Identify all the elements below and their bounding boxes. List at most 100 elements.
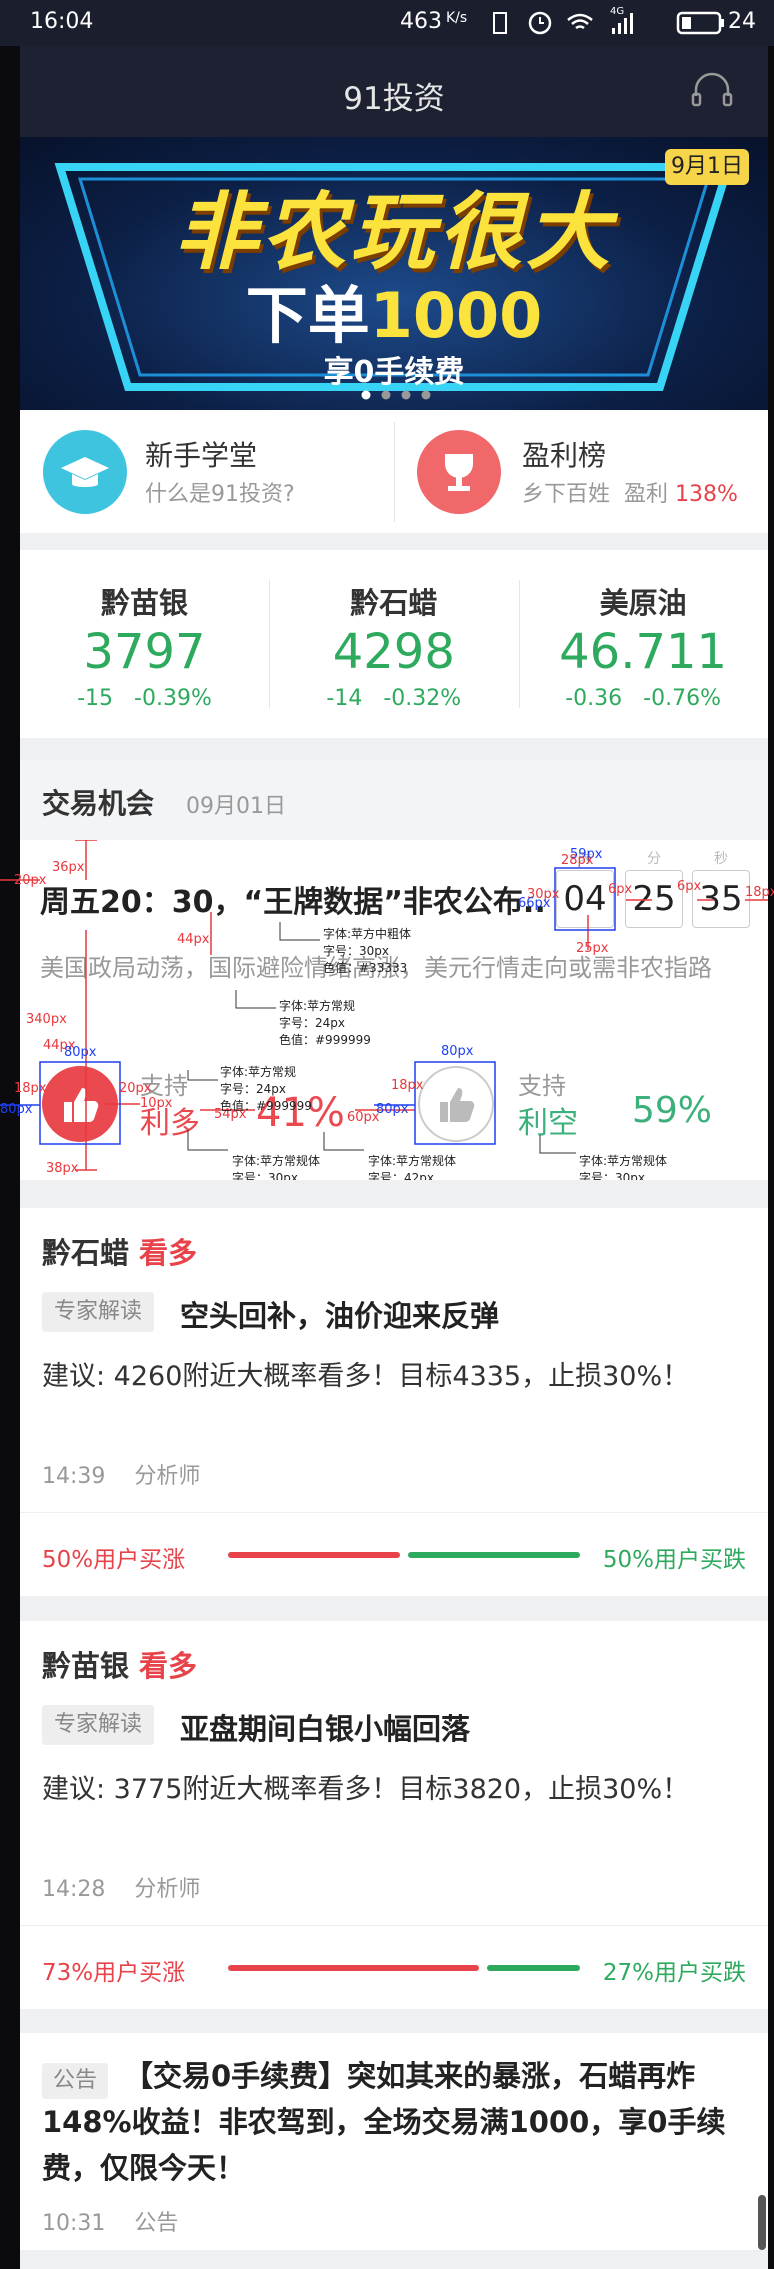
- dimension-label: 6px: [677, 879, 702, 894]
- spec-line: 字体:苹方常规: [220, 1065, 297, 1079]
- quotes-panel: 黔苗银 3797 -15 -0.39% 黔石蜡 4298 -14 -0.32% 美原油 46.…: [20, 550, 768, 738]
- dimension-label: 44px: [177, 932, 210, 947]
- buy-down-bar: [408, 1552, 580, 1558]
- notice-text: 【交易0手续费】突如其来的暴涨，石蜡再炸148%收益！非农驾到，全场交易满100…: [42, 2059, 726, 2185]
- notice-card[interactable]: 公告 【交易0手续费】突如其来的暴涨，石蜡再炸148%收益！非农驾到，全场交易满…: [20, 2033, 768, 2250]
- dimension-label: 38px: [46, 1161, 79, 1176]
- buy-up-bar: [228, 1552, 400, 1558]
- bear-percent: 59%: [632, 1090, 713, 1131]
- countdown-unit: 时: [578, 851, 592, 867]
- spec-line: 字体:苹方常规体: [579, 1154, 668, 1168]
- bear-stance: 利空: [518, 1106, 578, 1141]
- buy-up-bar: [228, 1965, 480, 1971]
- banner-headline: 非农玩很大: [173, 183, 614, 281]
- banner-offer-amount: 1000: [369, 279, 543, 352]
- spec-line: 字体:苹方中粗体: [323, 927, 412, 941]
- dimension-label: 18px: [391, 1078, 424, 1093]
- annotation-guides: [0, 840, 768, 1171]
- entry-row: 新手学堂 什么是91投资? 盈利榜 乡下百姓 盈利 138%: [20, 410, 768, 533]
- spec-note: 字体:苹方常规 字号：24px 色值：#999999: [220, 1064, 312, 1115]
- dimension-label: 80px: [376, 1102, 409, 1117]
- trade-headline: 亚盘期间白银小幅回落: [180, 1712, 471, 1746]
- quote-price: 3797: [83, 624, 206, 680]
- trade-card[interactable]: 黔石蜡 看多 专家解读 空头回补，油价迎来反弹 建议: 4260附近大概率看多！目…: [20, 1208, 768, 1596]
- net-speed: 463: [400, 9, 442, 34]
- trade-advice: 建议: 3775附近大概率看多！目标3820，止损30%！: [42, 1774, 690, 1805]
- banner-offer-prefix: 下单: [245, 279, 370, 352]
- trade-time: 14:39: [42, 1464, 106, 1489]
- spec-line: 色值：#999999: [220, 1099, 312, 1113]
- spec-line: 字体:苹方常规体: [368, 1154, 457, 1168]
- event-description: 美国政局动荡，国际避险情绪高涨，美元行情走向或需非农指路: [40, 954, 712, 982]
- battery-level: 24: [728, 9, 756, 34]
- countdown-minutes: 25: [625, 870, 683, 928]
- dimension-label: 25px: [576, 941, 609, 956]
- spec-line: 字号：24px: [279, 1016, 345, 1030]
- dimension-label: 18px: [745, 885, 774, 900]
- spec-line: 色值：#33333: [323, 961, 408, 975]
- support-button[interactable]: [690, 72, 734, 112]
- change-value: -14: [326, 686, 363, 711]
- spec-line: 字号：30px: [323, 944, 389, 958]
- event-card[interactable]: 周五20：30，“王牌数据”非农公布.. 时 分 秒 04 25 35 美国政局…: [20, 840, 768, 1180]
- bull-button[interactable]: [40, 1064, 120, 1144]
- dimension-label: 60px: [347, 1110, 380, 1125]
- bear-button[interactable]: [416, 1064, 496, 1144]
- scrollbar: [758, 2195, 766, 2250]
- trade-card[interactable]: 黔苗银 看多 专家解读 亚盘期间白银小幅回落 建议: 3775附近大概率看多！目标…: [20, 1621, 768, 2009]
- trade-product-line: 黔石蜡 看多: [42, 1230, 197, 1272]
- trade-product-line: 黔苗银 看多: [42, 1643, 197, 1685]
- dimension-label: 80px: [64, 1045, 97, 1060]
- quote-price: 46.711: [559, 624, 728, 680]
- sentiment-bar: [228, 1965, 580, 1971]
- buy-down-label: 27%用户买跌: [602, 1960, 746, 1986]
- notice-tag: 公告: [42, 2063, 108, 2099]
- quote-change: -14 -0.32%: [269, 686, 518, 711]
- promo-banner[interactable]: 非农玩很大 下单1000 享0手续费 9月1日: [20, 137, 768, 410]
- spacer: [20, 1596, 768, 1621]
- quote-name: 美原油: [599, 586, 687, 620]
- dimension-label: 6px: [608, 882, 633, 897]
- dimension-label: 10px: [140, 1096, 173, 1111]
- spec-note: 字体:苹方中粗体 字号：30px 色值：#33333: [323, 926, 411, 977]
- banner-frame: [54, 163, 734, 391]
- quote-column: 黔石蜡 4298 -14 -0.32%: [269, 550, 518, 738]
- entry-title[interactable]: 盈利榜: [522, 439, 607, 472]
- buy-down-label: 50%用户买跌: [602, 1547, 746, 1573]
- status-icons: [493, 11, 633, 35]
- spec-line: 色值：#999999: [279, 1033, 371, 1047]
- quote-column: 美原油 46.711 -0.36 -0.76%: [518, 550, 768, 738]
- dimension-label: 44px: [43, 1038, 76, 1053]
- entry-subtitle: 乡下百姓 盈利 138%: [522, 476, 738, 508]
- banner-offer: 下单1000: [20, 265, 768, 355]
- network-type: 4G: [610, 6, 625, 17]
- quote-name: 黔石蜡: [350, 586, 438, 620]
- notice-meta: 10:31 公告: [42, 2205, 178, 2237]
- quote-price: 4298: [332, 624, 455, 680]
- divider: [20, 1512, 768, 1513]
- carousel-dots: [361, 390, 431, 400]
- quote-change: -0.36 -0.76%: [519, 686, 768, 711]
- dimension-label: 340px: [26, 1012, 67, 1027]
- section-date: 09月01日: [186, 794, 286, 819]
- spacer: [20, 738, 768, 760]
- banner-fee: 享0手续费: [323, 355, 465, 390]
- entry-subtitle: 什么是91投资?: [145, 482, 295, 507]
- expert-tag: 专家解读: [42, 1705, 154, 1745]
- section-title: 交易机会: [42, 787, 155, 820]
- trade-view: 看多: [139, 1649, 198, 1683]
- countdown-unit: 秒: [714, 851, 728, 867]
- spacer: [20, 1180, 768, 1208]
- trade-author: 分析师: [134, 1877, 201, 1902]
- trade-author: 分析师: [134, 1464, 201, 1489]
- change-percent: -0.39%: [134, 686, 212, 711]
- dimension-label: 54px: [214, 1107, 247, 1122]
- buy-up-label: 50%用户买涨: [42, 1547, 186, 1573]
- entry-subtitle-text: 乡下百姓 盈利: [522, 482, 668, 507]
- trade-product: 黔苗银: [42, 1649, 130, 1683]
- dimension-label: 20px: [14, 873, 47, 888]
- spec-line: 字体:苹方常规: [279, 999, 356, 1013]
- divider: [269, 580, 271, 708]
- entry-title[interactable]: 新手学堂: [145, 439, 258, 472]
